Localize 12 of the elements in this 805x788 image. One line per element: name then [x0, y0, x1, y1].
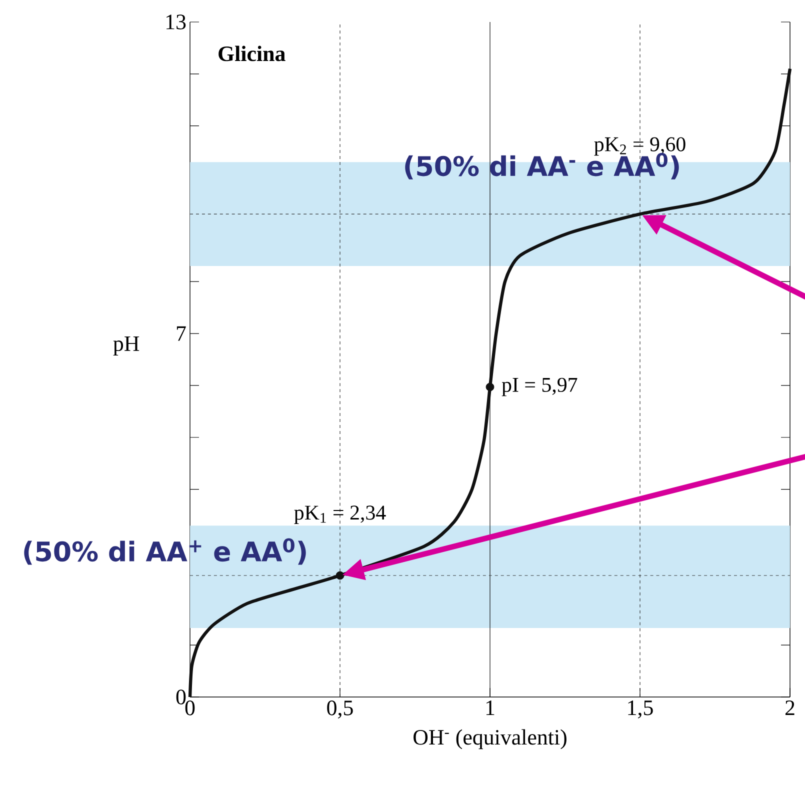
y-tick-label: 13 [166, 14, 186, 30]
y-tick-label: 7 [176, 326, 186, 341]
y-tick-label: 0 [176, 690, 186, 704]
text: Glicina [218, 46, 286, 62]
annotation: pI = 5,97 [502, 378, 578, 396]
annotation: pK$_{1}$ = 2,34 [294, 506, 386, 524]
x-tick-label: 2 [786, 700, 794, 716]
y-axis-title: pH [113, 336, 140, 356]
x-tick-label: 0,5 [327, 700, 353, 718]
x-tick-label: 1 [486, 700, 494, 715]
x-axis-title: OH$^{-}$ (equivalenti) [414, 729, 566, 750]
x-tick-label: 1,5 [628, 700, 653, 718]
